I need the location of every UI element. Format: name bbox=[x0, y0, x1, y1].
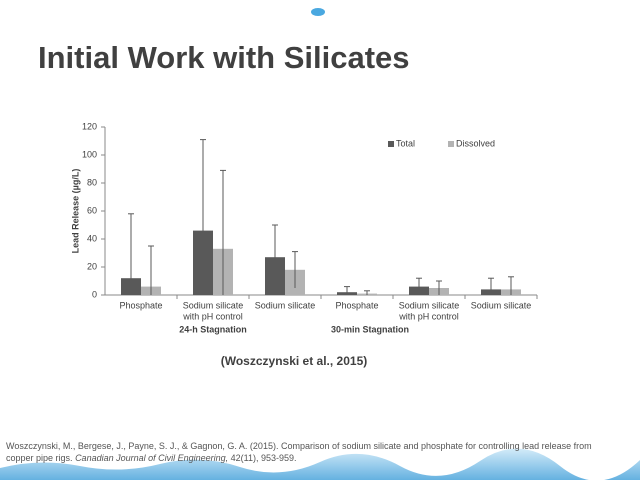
slide-title: Initial Work with Silicates bbox=[38, 40, 410, 75]
logo-drop bbox=[311, 8, 325, 16]
legend-label: Total bbox=[396, 138, 415, 148]
x-tick-label: Phosphate bbox=[335, 300, 378, 310]
legend-swatch bbox=[448, 141, 454, 147]
y-tick-label: 60 bbox=[87, 205, 97, 215]
reference: Woszczynski, M., Bergese, J., Payne, S. … bbox=[6, 440, 616, 464]
y-axis-label: Lead Release (µg/L) bbox=[70, 169, 80, 254]
y-tick-label: 120 bbox=[82, 121, 97, 131]
y-tick-label: 100 bbox=[82, 149, 97, 159]
legend-label: Dissolved bbox=[456, 138, 495, 148]
y-tick-label: 20 bbox=[87, 261, 97, 271]
x-tick-label: Sodium silicate bbox=[255, 300, 316, 310]
reference-text: Woszczynski, M., Bergese, J., Payne, S. … bbox=[6, 441, 592, 463]
group-label: 30-min Stagnation bbox=[331, 324, 409, 334]
group-label: 24-h Stagnation bbox=[179, 324, 247, 334]
y-tick-label: 0 bbox=[92, 289, 97, 299]
x-tick-label: Sodium silicate bbox=[183, 300, 244, 310]
reference-text: 42(11), 953-959. bbox=[230, 453, 297, 463]
citation: (Woszczynski et al., 2015) bbox=[221, 354, 368, 368]
reference-journal: Canadian Journal of Civil Engineering, bbox=[75, 453, 229, 463]
wave-decoration bbox=[0, 448, 640, 480]
y-tick-label: 80 bbox=[87, 177, 97, 187]
x-tick-label: with pH control bbox=[398, 311, 459, 321]
x-tick-label: Sodium silicate bbox=[471, 300, 532, 310]
x-tick-label: with pH control bbox=[182, 311, 243, 321]
x-tick-label: Sodium silicate bbox=[399, 300, 460, 310]
x-tick-label: Phosphate bbox=[119, 300, 162, 310]
y-tick-label: 40 bbox=[87, 233, 97, 243]
legend-swatch bbox=[388, 141, 394, 147]
